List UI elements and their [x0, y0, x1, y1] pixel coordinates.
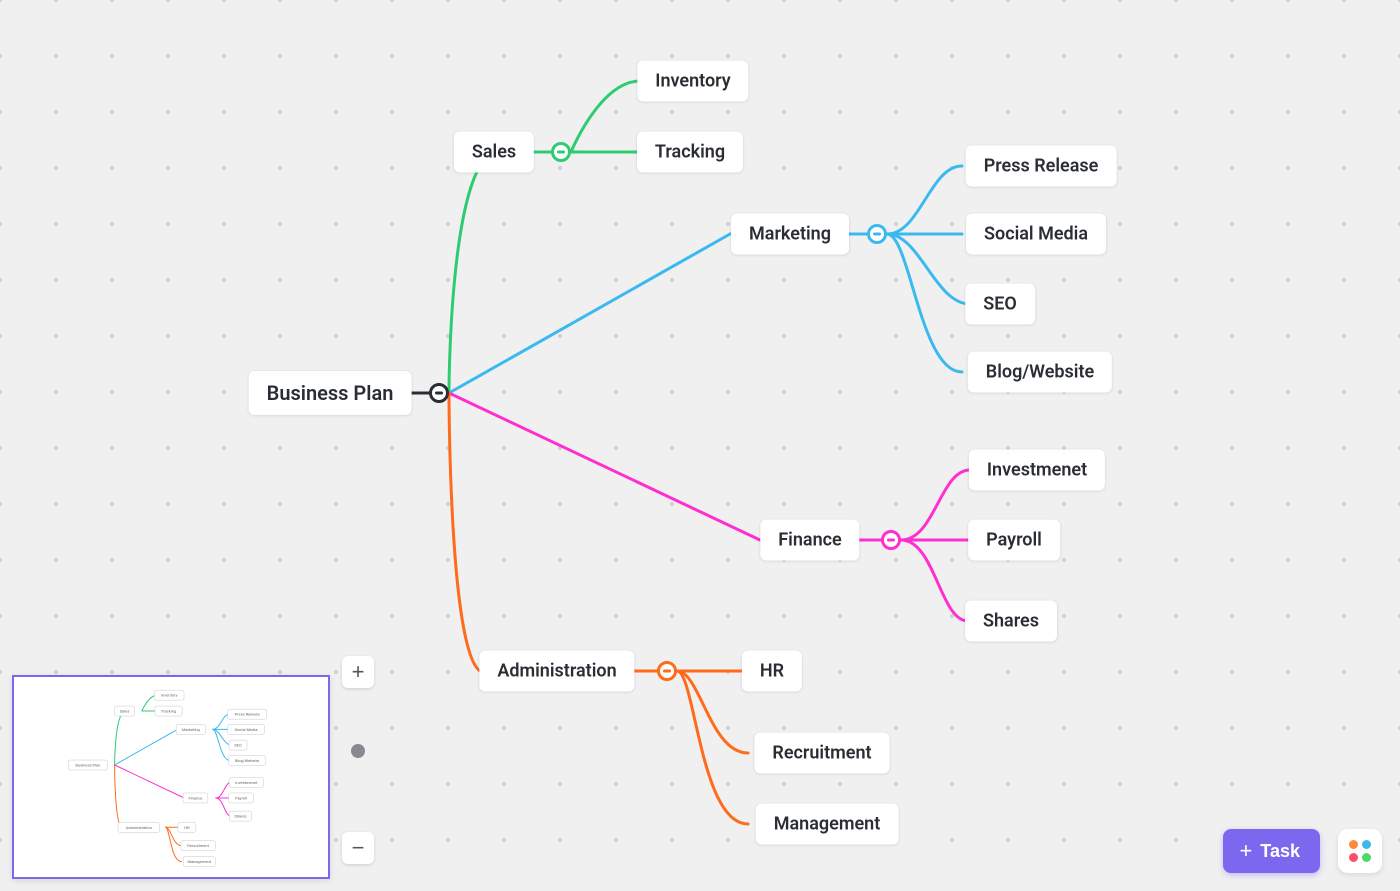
svg-text:Payroll: Payroll	[235, 795, 247, 800]
node-inventory[interactable]: Inventory	[637, 61, 748, 102]
collapse-toggle[interactable]	[881, 530, 901, 550]
svg-text:Shares: Shares	[234, 814, 246, 819]
mindmap-canvas[interactable]: Business Plan Sales Inventory Tracking Marke…	[0, 0, 1400, 891]
svg-text:Inventory: Inventory	[161, 693, 177, 698]
node-sales[interactable]: Sales	[454, 132, 534, 173]
minimap[interactable]: Business Plan Sales Inventory Tracking Marke…	[12, 675, 330, 879]
node-marketing[interactable]: Marketing	[731, 214, 849, 255]
node-admin[interactable]: Administration	[479, 651, 634, 692]
plus-icon: +	[1239, 840, 1252, 862]
node-tracking[interactable]: Tracking	[637, 132, 743, 173]
svg-text:Management: Management	[187, 859, 211, 864]
node-recruit[interactable]: Recruitment	[754, 733, 889, 774]
node-blog[interactable]: Blog/Website	[968, 352, 1112, 393]
task-button-label: Task	[1260, 841, 1300, 862]
node-hr[interactable]: HR	[742, 651, 802, 692]
svg-text:SEO: SEO	[234, 743, 242, 748]
collapse-toggle[interactable]	[551, 142, 571, 162]
node-shares[interactable]: Shares	[965, 601, 1057, 642]
node-invest[interactable]: Investmenet	[969, 450, 1105, 491]
svg-text:Recruitment: Recruitment	[187, 843, 209, 848]
svg-text:Business Plan: Business Plan	[75, 763, 100, 768]
add-task-button[interactable]: + Task	[1223, 829, 1320, 873]
node-root[interactable]: Business Plan	[249, 371, 412, 415]
node-payroll[interactable]: Payroll	[968, 520, 1060, 561]
node-finance[interactable]: Finance	[760, 520, 859, 561]
collapse-toggle[interactable]	[867, 224, 887, 244]
node-social[interactable]: Social Media	[966, 214, 1106, 255]
svg-text:Press Release: Press Release	[235, 712, 260, 717]
apps-icon	[1349, 840, 1372, 863]
node-press[interactable]: Press Release	[966, 146, 1117, 187]
collapse-toggle[interactable]	[429, 383, 449, 403]
zoom-controls: + −	[342, 656, 374, 864]
node-mgmt[interactable]: Management	[756, 804, 899, 845]
svg-text:Marketing: Marketing	[182, 727, 200, 732]
svg-text:Investmenet: Investmenet	[235, 780, 258, 785]
svg-text:Sales: Sales	[120, 709, 130, 714]
zoom-out-button[interactable]: −	[342, 832, 374, 864]
collapse-toggle[interactable]	[657, 661, 677, 681]
apps-button[interactable]	[1338, 829, 1382, 873]
svg-text:Administration: Administration	[126, 825, 152, 830]
svg-text:HR: HR	[184, 825, 190, 830]
zoom-slider-handle[interactable]	[351, 744, 365, 758]
svg-text:Social Media: Social Media	[235, 727, 258, 732]
node-seo[interactable]: SEO	[965, 284, 1035, 325]
svg-text:Blog/Website: Blog/Website	[235, 758, 259, 763]
svg-text:Finance: Finance	[188, 795, 202, 800]
svg-text:Tracking: Tracking	[161, 709, 176, 714]
zoom-in-button[interactable]: +	[342, 656, 374, 688]
